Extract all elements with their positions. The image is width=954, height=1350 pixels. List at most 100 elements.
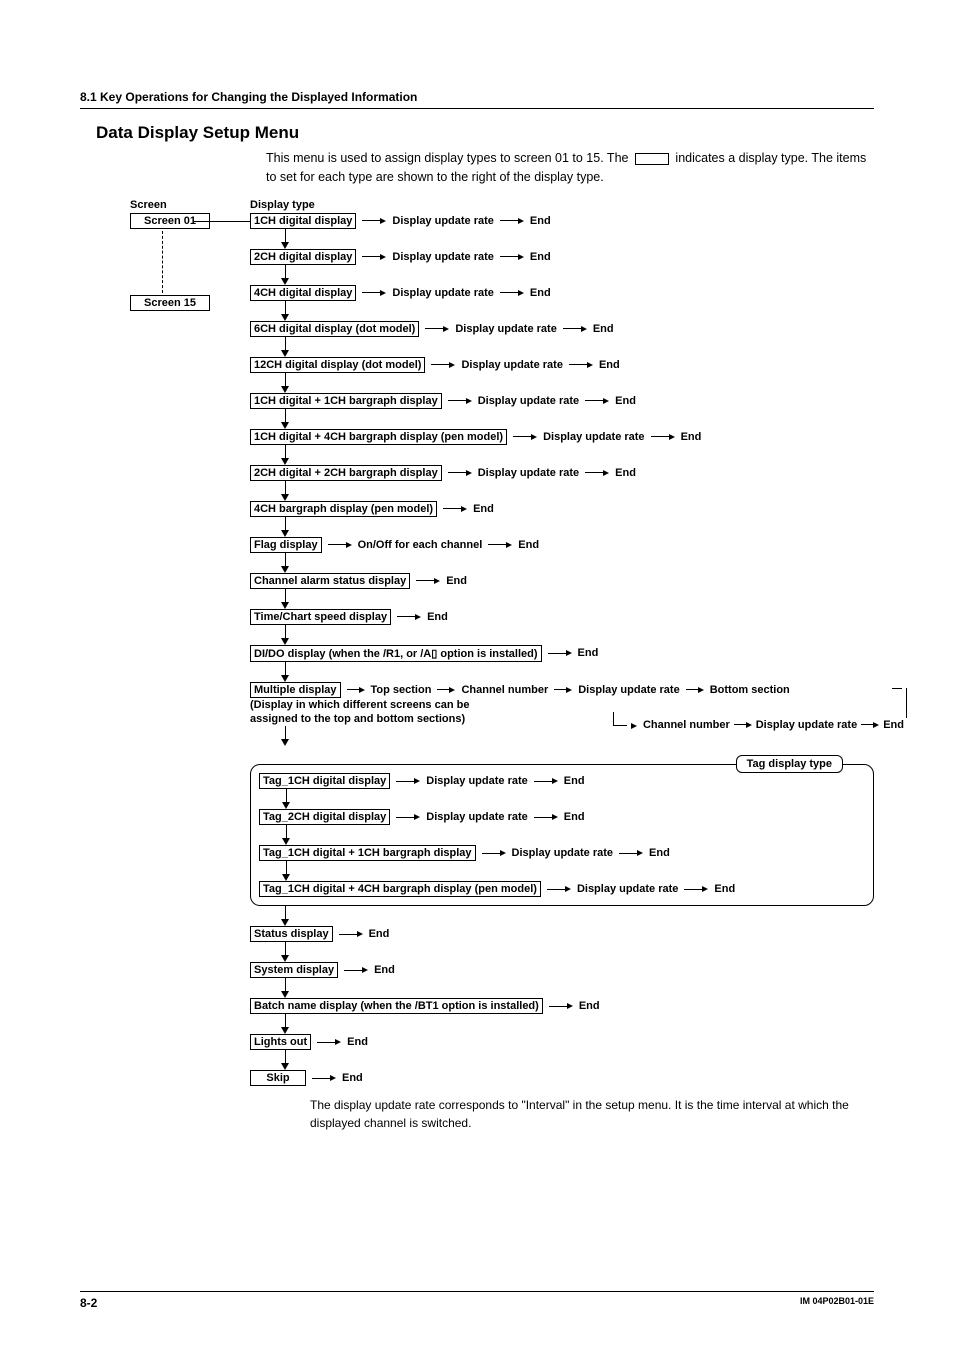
type-box: 1CH digital + 1CH bargraph display <box>250 393 442 409</box>
arrow-right-icon <box>423 326 451 332</box>
intro-text: This menu is used to assign display type… <box>266 149 874 187</box>
arrow-down-icon <box>280 409 292 429</box>
type-row: System display End <box>250 962 874 978</box>
arrow-right-icon <box>567 362 595 368</box>
arrow-right-icon <box>394 814 422 820</box>
type-box: System display <box>250 962 338 978</box>
label: Display update rate <box>543 431 644 443</box>
arrow-down-icon <box>280 589 292 609</box>
type-box: 12CH digital display (dot model) <box>250 357 425 373</box>
arrow-down-icon <box>280 1014 292 1034</box>
page-number: 8-2 <box>80 1296 97 1310</box>
arrow-down-icon <box>280 553 292 573</box>
label: Display update rate <box>756 719 857 731</box>
multiple-display-second-line: Channel number Display update rate End <box>613 718 904 732</box>
type-row: 6CH digital display (dot model)Display u… <box>250 321 874 337</box>
arrow-down-icon <box>281 825 293 845</box>
section-header: 8.1 Key Operations for Changing the Disp… <box>80 90 874 104</box>
type-box: 1CH digital display <box>250 213 356 229</box>
arrowhead-icon <box>631 723 637 729</box>
type-row: Tag_1CH digital displayDisplay update ra… <box>259 773 865 789</box>
label: Top section <box>371 684 432 696</box>
arrow-right-icon <box>315 1039 343 1045</box>
type-box: 4CH bargraph display (pen model) <box>250 501 437 517</box>
type-row: Multiple display Top section Channel num… <box>250 682 874 698</box>
arrow-right-icon <box>310 1075 338 1081</box>
arrow-down-icon <box>280 445 292 465</box>
arrow-down-icon <box>280 337 292 357</box>
arrow-down-icon <box>280 906 292 926</box>
label: End <box>473 503 494 515</box>
arrow-down-icon <box>280 373 292 393</box>
type-box: Multiple display <box>250 682 341 698</box>
type-row: Time/Chart speed displayEnd <box>250 609 874 625</box>
connector <box>892 688 902 689</box>
box-placeholder-icon <box>635 153 669 165</box>
type-row: SkipEnd <box>250 1070 874 1086</box>
arrow-down-icon <box>280 726 292 760</box>
label: End <box>579 1000 600 1012</box>
arrow-right-icon <box>498 218 526 224</box>
label: End <box>369 928 390 940</box>
type-row: Channel alarm status displayEnd <box>250 573 874 589</box>
arrow-down-icon <box>281 861 293 881</box>
arrow-down-icon <box>280 517 292 537</box>
type-row: DI/DO display (when the /R1, or /A▯ opti… <box>250 645 874 662</box>
menu-diagram: Screen Screen 01 Screen 15 Display type … <box>130 199 874 1087</box>
arrow-right-icon <box>498 254 526 260</box>
horizontal-connector <box>194 221 250 222</box>
display-type-label: Display type <box>250 199 874 211</box>
arrow-right-icon <box>345 687 367 693</box>
type-box: Flag display <box>250 537 322 553</box>
arrow-down-icon <box>280 625 292 645</box>
arrow-right-icon <box>552 687 574 693</box>
screen-15-box: Screen 15 <box>130 295 210 311</box>
footnote-text: The display update rate corresponds to "… <box>310 1096 874 1132</box>
screen-col-label: Screen <box>130 199 210 211</box>
label: End <box>883 719 904 731</box>
arrow-right-icon <box>429 362 457 368</box>
label: End <box>649 847 670 859</box>
type-box: 4CH digital display <box>250 285 356 301</box>
label: End <box>342 1072 363 1084</box>
type-box: Lights out <box>250 1034 311 1050</box>
arrow-right-icon <box>360 218 388 224</box>
page-title: Data Display Setup Menu <box>96 123 874 143</box>
arrow-right-icon <box>583 398 611 404</box>
label: Display update rate <box>577 883 678 895</box>
connector <box>906 688 907 718</box>
arrow-right-icon <box>337 931 365 937</box>
label: End <box>446 575 467 587</box>
arrow-right-icon <box>486 542 514 548</box>
label: End <box>530 251 551 263</box>
label: End <box>530 287 551 299</box>
arrow-right-icon <box>511 434 539 440</box>
arrow-right-icon <box>446 470 474 476</box>
label: End <box>615 467 636 479</box>
type-row: 4CH bargraph display (pen model) End <box>250 501 874 517</box>
page-footer: 8-2 IM 04P02B01-01E <box>80 1291 874 1310</box>
type-box: Tag_1CH digital + 4CH bargraph display (… <box>259 881 541 897</box>
label: End <box>374 964 395 976</box>
arrow-right-icon <box>360 254 388 260</box>
arrow-down-icon <box>280 265 292 285</box>
type-box: DI/DO display (when the /R1, or /A▯ opti… <box>250 645 542 662</box>
type-box: Tag_1CH digital + 1CH bargraph display <box>259 845 476 861</box>
type-box: Tag_2CH digital display <box>259 809 390 825</box>
label: End <box>615 395 636 407</box>
arrow-right-icon <box>561 326 589 332</box>
type-row: Status displayEnd <box>250 926 874 942</box>
label: Bottom section <box>710 684 790 696</box>
type-row: 4CH digital displayDisplay update rateEn… <box>250 285 874 301</box>
arrow-right-icon <box>342 967 370 973</box>
arrow-right-icon <box>547 1003 575 1009</box>
type-box: Batch name display (when the /BT1 option… <box>250 998 543 1014</box>
arrow-right-icon <box>441 506 469 512</box>
screen-column: Screen Screen 01 Screen 15 <box>130 199 210 311</box>
arrow-right-icon <box>649 434 677 440</box>
type-row: Tag_1CH digital + 1CH bargraph displayDi… <box>259 845 865 861</box>
arrow-right-icon <box>617 850 645 856</box>
type-row: 2CH digital displayDisplay update rateEn… <box>250 249 874 265</box>
arrow-right-icon <box>446 398 474 404</box>
arrow-right-icon <box>583 470 611 476</box>
